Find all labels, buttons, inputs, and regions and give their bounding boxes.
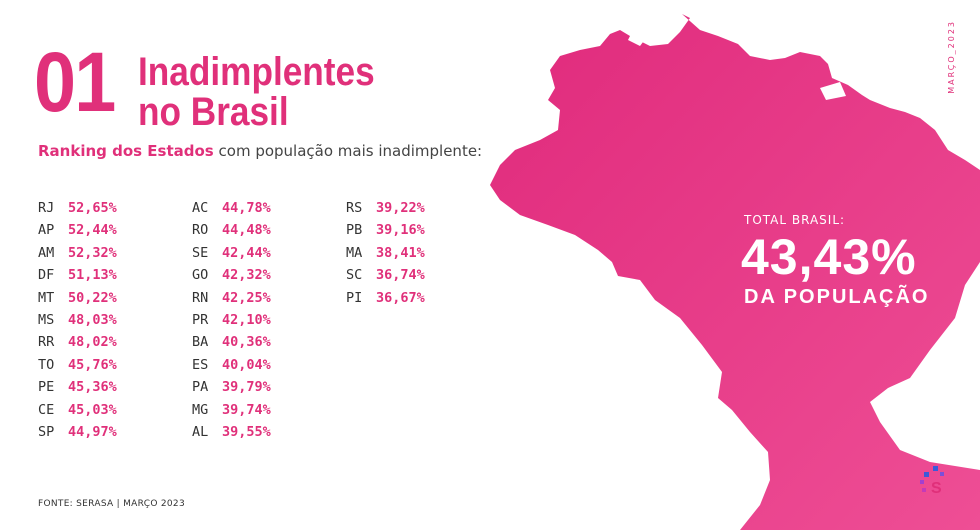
- state-code: GO: [192, 267, 209, 284]
- state-percentage: 50,22%: [68, 289, 117, 306]
- state-percentage: 51,13%: [68, 267, 117, 284]
- state-percentage: 42,32%: [222, 267, 271, 284]
- ranking-row: PA 39,79%: [192, 379, 271, 401]
- state-percentage: 48,02%: [68, 334, 117, 351]
- state-percentage: 44,97%: [68, 423, 117, 440]
- ranking-row: AP 52,44%: [38, 222, 117, 244]
- subtitle-rest: com população mais inadimplente:: [213, 142, 483, 160]
- ranking-row: PB 39,16%: [346, 222, 425, 244]
- state-percentage: 39,55%: [222, 423, 271, 440]
- state-code: TO: [38, 356, 55, 373]
- ranking-row: MA 38,41%: [346, 245, 425, 267]
- state-code: DF: [38, 267, 55, 284]
- title-line-2: no Brasil: [138, 90, 289, 134]
- state-percentage: 42,25%: [222, 289, 271, 306]
- state-percentage: 52,65%: [68, 200, 117, 216]
- state-code: CE: [38, 401, 55, 418]
- state-code: RS: [346, 200, 363, 216]
- state-percentage: 38,41%: [376, 244, 425, 261]
- state-code: RN: [192, 289, 209, 306]
- state-code: PB: [346, 222, 363, 239]
- state-code: SE: [192, 244, 209, 261]
- state-code: AM: [38, 244, 55, 261]
- subtitle-bold: Ranking dos Estados: [38, 142, 214, 160]
- ranking-row: PE 45,36%: [38, 379, 117, 401]
- ranking-row: BA 40,36%: [192, 334, 271, 356]
- ranking-row: CE 45,03%: [38, 402, 117, 424]
- ranking-row: RN 42,25%: [192, 290, 271, 312]
- ranking-row: SP 44,97%: [38, 424, 117, 446]
- total-label: TOTAL BRASIL:: [744, 213, 846, 227]
- svg-text:S: S: [931, 480, 942, 496]
- ranking-row: SE 42,44%: [192, 245, 271, 267]
- state-percentage: 36,67%: [376, 289, 425, 306]
- serasa-logo-icon: S: [920, 466, 944, 496]
- ranking-row: SC 36,74%: [346, 267, 425, 289]
- state-percentage: 45,36%: [68, 379, 117, 396]
- ranking-row: AC 44,78%: [192, 200, 271, 222]
- ranking-row: MS 48,03%: [38, 312, 117, 334]
- state-code: AP: [38, 222, 55, 239]
- state-percentage: 52,32%: [68, 244, 117, 261]
- page-title: Inadimplentes no Brasil: [138, 52, 375, 132]
- state-percentage: 39,74%: [222, 401, 271, 418]
- ranking-row: GO 42,32%: [192, 267, 271, 289]
- state-code: RJ: [38, 200, 55, 216]
- state-code: PR: [192, 311, 209, 328]
- state-percentage: 39,16%: [376, 222, 425, 239]
- state-code: AC: [192, 200, 209, 216]
- ranking-column-3: RS 39,22% PB 39,16% MA 38,41% SC 36,74% PI 36,67%: [346, 200, 425, 312]
- state-code: MS: [38, 311, 55, 328]
- section-number: 01: [34, 35, 116, 129]
- state-percentage: 45,76%: [68, 356, 117, 373]
- state-percentage: 40,04%: [222, 356, 271, 373]
- ranking-row: DF 51,13%: [38, 267, 117, 289]
- state-percentage: 39,22%: [376, 200, 425, 216]
- state-percentage: 52,44%: [68, 222, 117, 239]
- total-subtitle: DA POPULAÇÃO: [744, 286, 930, 308]
- state-percentage: 44,48%: [222, 222, 271, 239]
- ranking-column-2: AC 44,78% RO 44,48% SE 42,44% GO 42,32% RN 42,25%…: [192, 200, 271, 446]
- ranking-row: PI 36,67%: [346, 290, 425, 312]
- ranking-row: PR 42,10%: [192, 312, 271, 334]
- state-code: MT: [38, 289, 55, 306]
- state-code: PI: [346, 289, 363, 306]
- total-value: 43,43%: [741, 229, 917, 285]
- subtitle: Ranking dos Estados com população mais i…: [38, 142, 482, 160]
- state-percentage: 42,44%: [222, 244, 271, 261]
- state-code: RO: [192, 222, 209, 239]
- state-percentage: 45,03%: [68, 401, 117, 418]
- ranking-row: RJ 52,65%: [38, 200, 117, 222]
- state-code: MG: [192, 401, 209, 418]
- ranking-row: RS 39,22%: [346, 200, 425, 222]
- state-percentage: 48,03%: [68, 311, 117, 328]
- state-code: AL: [192, 423, 209, 440]
- state-percentage: 44,78%: [222, 200, 271, 216]
- state-percentage: 40,36%: [222, 334, 271, 351]
- state-code: ES: [192, 356, 209, 373]
- state-code: MA: [346, 244, 363, 261]
- ranking-row: TO 45,76%: [38, 357, 117, 379]
- ranking-row: MT 50,22%: [38, 290, 117, 312]
- title-line-1: Inadimplentes: [138, 50, 375, 94]
- ranking-row: MG 39,74%: [192, 402, 271, 424]
- state-percentage: 36,74%: [376, 267, 425, 284]
- state-code: RR: [38, 334, 55, 351]
- state-code: BA: [192, 334, 209, 351]
- state-code: PA: [192, 379, 209, 396]
- state-code: SP: [38, 423, 55, 440]
- ranking-row: RO 44,48%: [192, 222, 271, 244]
- ranking-row: AL 39,55%: [192, 424, 271, 446]
- ranking-row: ES 40,04%: [192, 357, 271, 379]
- ranking-row: RR 48,02%: [38, 334, 117, 356]
- ranking-row: AM 52,32%: [38, 245, 117, 267]
- state-code: PE: [38, 379, 55, 396]
- ranking-column-1: RJ 52,65% AP 52,44% AM 52,32% DF 51,13% MT 50,22%…: [38, 200, 117, 446]
- state-code: SC: [346, 267, 363, 284]
- date-vertical: MARÇO_2023: [947, 20, 956, 94]
- state-percentage: 39,79%: [222, 379, 271, 396]
- state-percentage: 42,10%: [222, 311, 271, 328]
- source-footnote: FONTE: SERASA | MARÇO 2023: [38, 499, 185, 509]
